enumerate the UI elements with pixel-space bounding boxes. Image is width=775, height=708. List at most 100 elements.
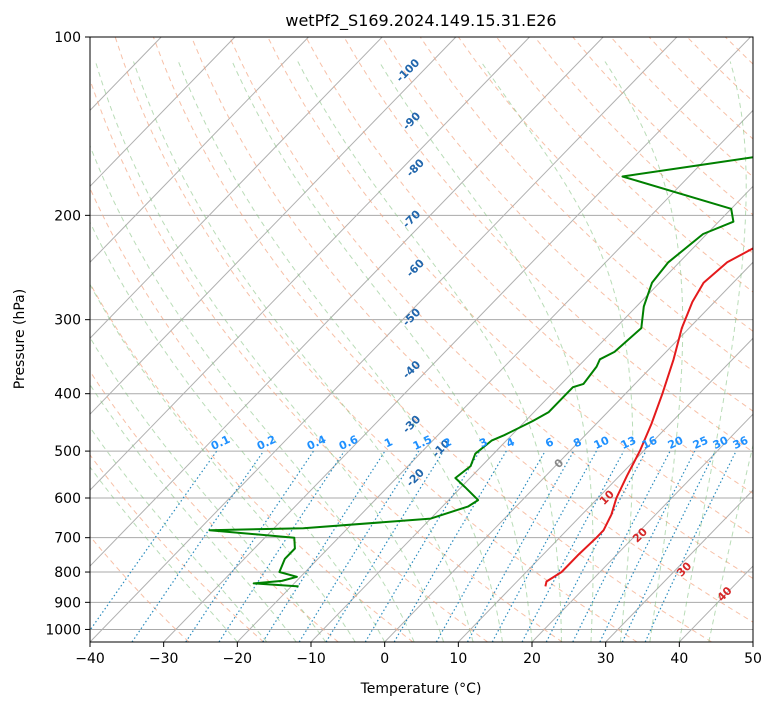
temperature-profile-line xyxy=(544,247,753,587)
mixing-ratio-label: 0.1 xyxy=(209,433,232,453)
mixing-ratio-line xyxy=(521,450,625,642)
mixing-ratio-line xyxy=(325,450,445,642)
y-tick-label: 1000 xyxy=(45,622,81,638)
dry-adiabat-label: 40 xyxy=(715,584,735,604)
x-tick-label: −40 xyxy=(75,651,105,667)
isotherm-line xyxy=(90,37,678,642)
mixing-ratio-label: 0.6 xyxy=(337,433,360,453)
isotherm-line xyxy=(605,489,753,642)
isotherm-line xyxy=(90,37,309,263)
moist-adiabat-line xyxy=(378,61,594,642)
dry-adiabat-line xyxy=(764,37,775,642)
dry-adiabat-label: 0 xyxy=(552,456,567,471)
y-tick-label: 600 xyxy=(54,491,81,507)
moist-adiabat-line xyxy=(90,283,356,642)
y-tick-label: 800 xyxy=(54,565,81,581)
dry-adiabat-line xyxy=(534,37,753,254)
y-tick-label: 100 xyxy=(54,30,81,46)
moist-adiabat-line xyxy=(95,61,445,642)
mixing-ratio-label: 30 xyxy=(711,434,731,452)
isotherm-line xyxy=(752,641,753,642)
moist-adiabat-line xyxy=(90,144,415,642)
dry-adiabat-line xyxy=(90,77,563,642)
dry-adiabat-line xyxy=(90,282,414,642)
moist-adiabat-line xyxy=(90,221,386,642)
x-tick-label: −20 xyxy=(223,651,253,667)
mixing-ratio-line xyxy=(218,450,345,642)
x-tick-label: 20 xyxy=(523,651,541,667)
moist-adiabat-line xyxy=(90,383,297,642)
x-tick-label: 50 xyxy=(744,651,762,667)
mixing-ratio-line xyxy=(262,450,386,642)
dry-adiabat-line xyxy=(90,454,264,642)
moist-adiabat-line xyxy=(133,61,474,642)
dry-adiabat-label: -70 xyxy=(400,207,423,230)
mixing-ratio-label: 10 xyxy=(592,434,612,452)
mixing-ratio-label: 1 xyxy=(382,435,394,450)
dry-adiabat-line xyxy=(267,37,753,537)
isotherm-line xyxy=(236,109,753,642)
dry-adiabat-line xyxy=(686,37,753,103)
y-axis-title: Pressure (hPa) xyxy=(12,289,28,389)
dry-adiabat-line xyxy=(90,187,488,642)
mixing-ratio-label: 0.2 xyxy=(255,433,278,453)
isotherm-line xyxy=(90,37,457,415)
mixing-ratio-line xyxy=(185,450,314,642)
dry-adiabat-line xyxy=(152,37,712,642)
mixing-ratio-label: 13 xyxy=(619,434,638,452)
x-tick-label: 0 xyxy=(380,651,389,667)
moist-adiabat-line xyxy=(678,61,747,642)
dry-adiabat-line xyxy=(90,370,339,642)
x-tick-label: −30 xyxy=(149,651,179,667)
isotherm-line xyxy=(384,261,753,642)
mixing-ratio-line xyxy=(599,450,696,642)
isotherm-line xyxy=(90,37,236,188)
isotherm-line xyxy=(531,413,753,642)
x-tick-label: 10 xyxy=(449,651,467,667)
y-tick-label: 300 xyxy=(54,313,81,329)
dry-adiabat-line xyxy=(419,37,753,372)
dry-adiabat-label: -90 xyxy=(400,109,423,132)
dry-adiabat-line xyxy=(114,37,638,642)
dry-adiabat-line xyxy=(90,535,190,642)
y-tick-label: 700 xyxy=(54,531,81,547)
dry-adiabat-label: -100 xyxy=(394,56,423,85)
dry-adiabat-label: -20 xyxy=(404,466,427,489)
moist-adiabat-line xyxy=(480,61,634,642)
moist-adiabat-line xyxy=(708,443,753,642)
mixing-ratio-label: 0.4 xyxy=(305,433,328,453)
plot-frame xyxy=(89,36,754,643)
mixing-ratio-label: 16 xyxy=(640,434,660,452)
mixing-ratio-label: 4 xyxy=(504,435,517,450)
isotherm-line xyxy=(90,37,530,491)
chart-title: wetPf2_S169.2024.149.15.31.E26 xyxy=(285,11,556,31)
mixing-ratio-label: 36 xyxy=(731,434,751,452)
mixing-ratio-line xyxy=(572,450,671,642)
dry-adiabat-line xyxy=(305,37,753,494)
y-tick-label: 500 xyxy=(54,444,81,460)
y-tick-label: 200 xyxy=(54,208,81,224)
dry-adiabat-line xyxy=(457,37,753,332)
mixing-ratio-line xyxy=(466,450,575,642)
isotherm-line xyxy=(310,185,753,642)
dry-adiabat-label: -80 xyxy=(404,156,427,179)
moist-adiabat-line xyxy=(604,61,684,642)
mixing-ratio-line xyxy=(131,450,265,642)
axes: −40 −30 −20 −10 0 10 20 30 40 5010020030040050060… xyxy=(45,30,762,667)
dry-adiabat-line xyxy=(191,37,753,623)
isotherm-line xyxy=(90,37,383,339)
isotherm-line xyxy=(457,337,753,642)
dewpoint-profile-line xyxy=(208,156,753,588)
mixing-ratio-line xyxy=(644,450,737,642)
y-tick-label: 400 xyxy=(54,387,81,403)
dry-adiabat-label: -60 xyxy=(404,256,427,279)
mixing-ratio-line xyxy=(545,450,647,642)
y-tick-label: 900 xyxy=(54,595,81,611)
mixing-ratio-label: 25 xyxy=(691,434,710,452)
dry-adiabat-line xyxy=(496,37,753,293)
dry-adiabat-line xyxy=(381,37,753,412)
x-tick-label: 40 xyxy=(670,651,688,667)
moist-adiabat-line xyxy=(90,426,268,642)
dry-adiabat-line xyxy=(610,37,753,178)
